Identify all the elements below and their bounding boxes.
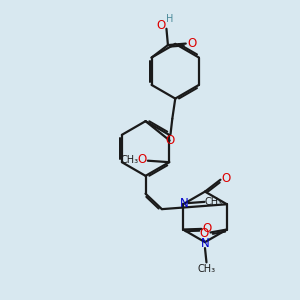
Text: O: O	[203, 222, 212, 236]
Text: CH₃: CH₃	[197, 264, 215, 274]
Text: H: H	[166, 14, 173, 24]
Text: N: N	[201, 237, 209, 250]
Text: O: O	[222, 172, 231, 185]
Text: CH₃: CH₃	[120, 155, 139, 165]
Text: O: O	[165, 134, 174, 147]
Text: O: O	[187, 37, 196, 50]
Text: O: O	[157, 19, 166, 32]
Text: CH₃: CH₃	[204, 197, 223, 207]
Text: O: O	[137, 153, 146, 166]
Text: O: O	[200, 226, 208, 240]
Text: N: N	[180, 196, 189, 210]
